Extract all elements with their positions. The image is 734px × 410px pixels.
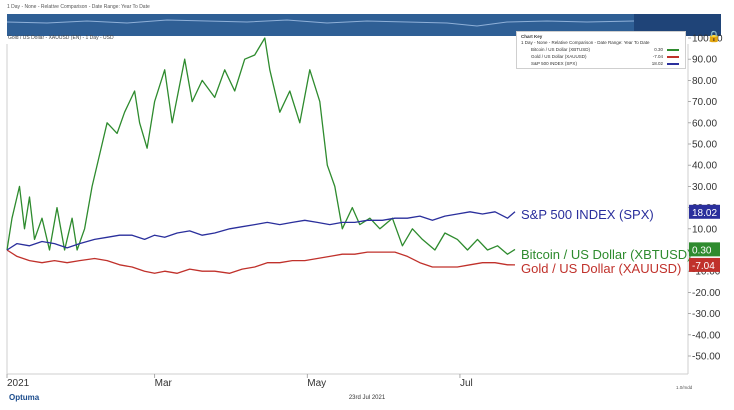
chart-key-swatch — [667, 63, 679, 65]
lock-icon[interactable]: 🔒 — [707, 31, 721, 43]
chart-key-value: 0.30 — [654, 47, 663, 52]
chart-key-row: Gold / US Dollar (XAUUSD) -7.04 — [531, 54, 681, 60]
chart-key-row: S&P 500 INDEX (SPX) 18.02 — [531, 61, 681, 67]
end-labels: Bitcoin / US Dollar (XBTUSD) 0.30 Gold / U… — [521, 204, 720, 276]
scale-label: 1.0/mdd — [676, 385, 693, 390]
last-value-box — [689, 257, 720, 272]
y-tick-label: -20.00 — [692, 288, 721, 299]
y-tick-label: 70.00 — [692, 97, 717, 108]
series-line — [6, 211, 516, 251]
series-line — [6, 37, 516, 255]
last-value-box — [689, 242, 720, 257]
y-tick-label: 50.00 — [692, 140, 717, 151]
chart-key-row: Bitcoin / US Dollar (XBTUSD) 0.30 — [531, 47, 681, 53]
x-tick-label: Jul — [460, 378, 473, 389]
navigator-selection[interactable] — [634, 14, 721, 36]
y-tick-label: 80.00 — [692, 76, 717, 87]
series-end-label: S&P 500 INDEX (SPX) — [521, 207, 654, 222]
chart-key-name: Gold / US Dollar (XAUUSD) — [531, 54, 587, 59]
chart-key-name: Bitcoin / US Dollar (XBTUSD) — [531, 47, 591, 52]
chart-key-value: 18.02 — [651, 61, 663, 66]
last-value-label: 18.02 — [692, 208, 717, 219]
y-tick-label: 90.00 — [692, 55, 717, 66]
x-axis: 2021 Mar May Jul — [6, 374, 473, 389]
chart-key-swatch — [667, 56, 679, 58]
optuma-logo: Optuma — [9, 393, 40, 402]
y-tick-label: 10.00 — [692, 224, 717, 235]
series-end-label: Gold / US Dollar (XAUUSD) — [521, 261, 681, 276]
series-line — [6, 249, 516, 274]
footer-date: 23rd Jul 2021 — [348, 395, 386, 401]
y-tick-label: 30.00 — [692, 182, 717, 193]
series-end-label: Bitcoin / US Dollar (XBTUSD) — [521, 247, 691, 262]
y-tick-label: -50.00 — [692, 352, 721, 363]
y-axis: -50.00-40.00-30.00-20.00-10.0010.0020.00… — [688, 34, 723, 363]
y-tick-label: 100.00 — [692, 34, 723, 45]
chart-key-swatch — [667, 49, 679, 51]
date-range-text: 1 Day - None - Relative Comparison - Dat… — [7, 4, 150, 10]
navigator-sparkline — [6, 19, 635, 27]
y-tick-label: 60.00 — [692, 118, 717, 129]
last-value-label: -7.04 — [692, 261, 715, 272]
chart-key-subtitle: 1 Day - None - Relative Comparison - Dat… — [521, 40, 650, 45]
series-group — [6, 37, 516, 274]
y-tick-label: -40.00 — [692, 330, 721, 341]
y-tick-label: -30.00 — [692, 309, 721, 320]
y-tick-label: 40.00 — [692, 161, 717, 172]
chart-key-name: S&P 500 INDEX (SPX) — [531, 61, 577, 66]
x-tick-label: May — [307, 378, 326, 389]
chart-key: Chart Key 1 Day - None - Relative Compar… — [516, 31, 686, 69]
x-tick-label: Mar — [155, 378, 173, 389]
y-tick-label: -10.00 — [692, 267, 721, 278]
last-value-label: 0.30 — [692, 245, 712, 256]
chart-key-value: -7.04 — [652, 54, 663, 59]
chart-key-title: Chart Key — [521, 34, 543, 39]
last-value-box — [689, 204, 720, 219]
x-tick-label: 2021 — [7, 378, 30, 389]
navigator-strip[interactable] — [6, 14, 721, 36]
chart-subtitle: Gold / US Dollar - XAUUSD (EN) - 1 Day -… — [8, 35, 114, 41]
